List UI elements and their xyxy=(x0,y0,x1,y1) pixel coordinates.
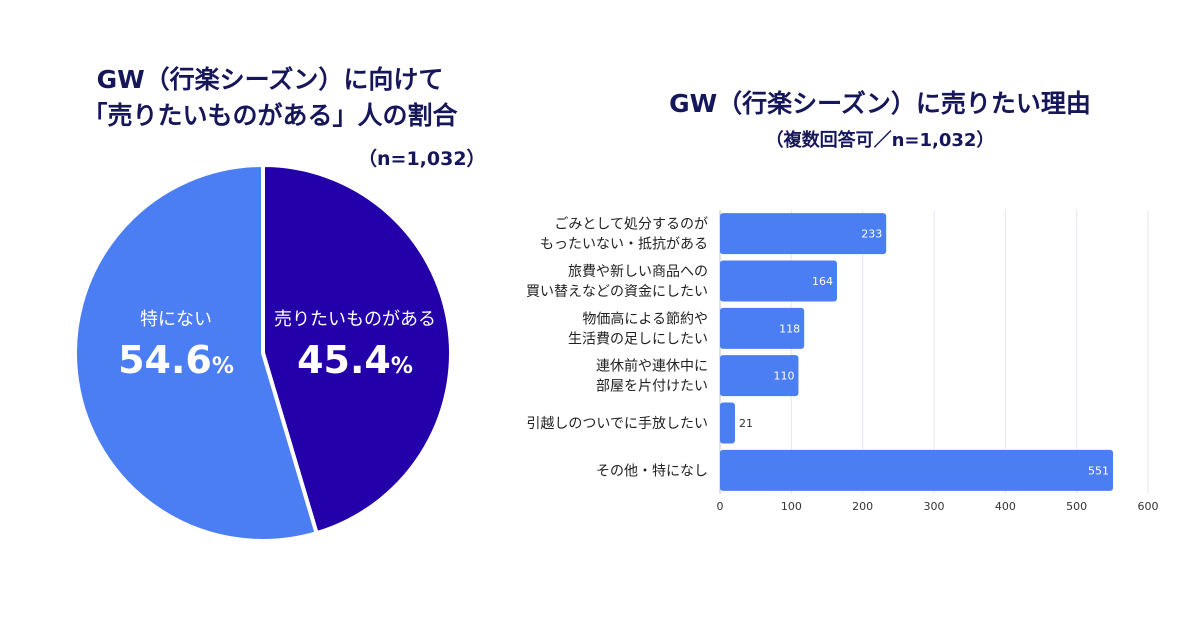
bar-chart-title: GW（行楽シーズン）に売りたい理由 xyxy=(669,89,1091,118)
x-tick-label: 0 xyxy=(717,500,724,513)
pie-chart-sample-note: （n=1,032） xyxy=(358,148,486,170)
bar-value-label: 233 xyxy=(861,228,882,241)
x-tick-label: 600 xyxy=(1138,500,1159,513)
bar xyxy=(720,307,805,349)
bar-chart-subtitle: （複数回答可／n=1,032） xyxy=(765,130,995,151)
bar xyxy=(720,213,887,255)
category-label: その他・特になし xyxy=(596,463,708,479)
bar xyxy=(720,402,735,444)
x-tick-label: 400 xyxy=(995,500,1016,513)
category-label: 旅費や新しい商品への買い替えなどの資金にしたい xyxy=(526,264,708,300)
category-label: 連休前や連休中に部屋を片付けたい xyxy=(596,358,708,395)
pie-slice-value: 45.4% xyxy=(297,338,413,382)
x-tick-label: 100 xyxy=(781,500,802,513)
pie-chart-title-line-1: GW（行楽シーズン）に向けて xyxy=(96,65,444,94)
bar-value-label: 110 xyxy=(773,370,794,383)
bar xyxy=(720,355,799,397)
bar xyxy=(720,260,837,302)
x-tick-label: 500 xyxy=(1066,500,1087,513)
bar-value-label: 118 xyxy=(779,322,800,335)
pie-slice xyxy=(261,163,453,536)
pie-slice xyxy=(73,163,319,543)
pie-slice-value: 54.6% xyxy=(118,338,234,382)
category-label: ごみとして処分するのがもったいない・抵抗がある xyxy=(540,217,708,253)
category-label: 物価高による節約や生活費の足しにしたい xyxy=(568,310,708,347)
category-label: 引越しのついでに手放したい xyxy=(526,416,708,432)
bar xyxy=(720,449,1114,491)
pie-slice-label: 売りたいものがある xyxy=(274,309,436,330)
pie-chart-title-line-2: 「売りたいものがある」人の割合 xyxy=(82,101,458,130)
x-tick-label: 300 xyxy=(924,500,945,513)
bar-value-label: 551 xyxy=(1088,464,1109,477)
bar-value-label: 21 xyxy=(739,417,753,430)
x-tick-label: 200 xyxy=(852,500,873,513)
pie-slice-label: 特にない xyxy=(140,309,212,330)
bar-value-label: 164 xyxy=(812,275,833,288)
